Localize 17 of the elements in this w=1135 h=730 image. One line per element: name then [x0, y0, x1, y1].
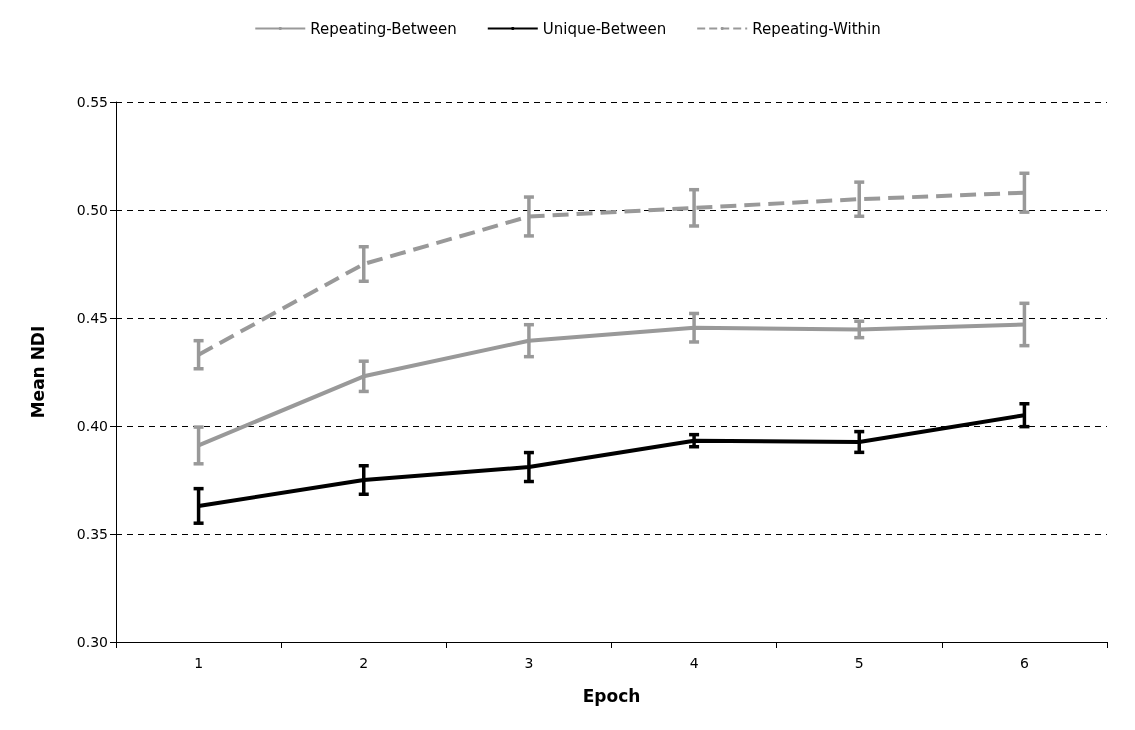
- y-tick-label: 0.50: [76, 202, 108, 218]
- legend-label: Repeating-Between: [310, 19, 457, 38]
- y-tick-label: 0.40: [76, 418, 108, 434]
- x-tick-label: 6: [1019, 655, 1029, 671]
- x-tick-label: 5: [854, 655, 864, 671]
- legend-label: Unique-Between: [542, 19, 667, 38]
- x-tick-label: 2: [359, 655, 369, 671]
- x-tick-label: 3: [524, 655, 534, 671]
- y-tick-label: 0.55: [76, 94, 108, 110]
- x-tick-label: 1: [194, 655, 204, 671]
- y-axis-title: Mean NDI: [27, 325, 48, 419]
- legend-label: Repeating-Within: [752, 19, 881, 38]
- y-tick-label: 0.45: [76, 310, 108, 326]
- x-tick-label: 4: [689, 655, 699, 671]
- y-tick-label: 0.30: [76, 634, 108, 650]
- x-axis-title: Epoch: [582, 685, 641, 706]
- y-tick-label: 0.35: [76, 526, 108, 542]
